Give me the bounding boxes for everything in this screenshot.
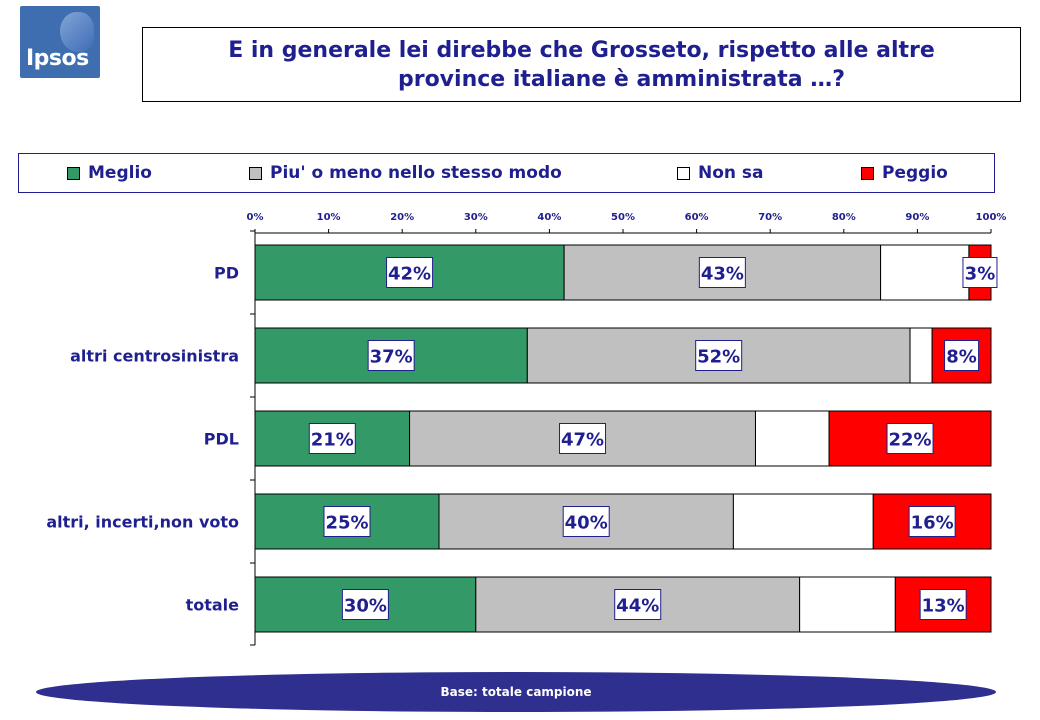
x-tick-label: 50% bbox=[611, 212, 635, 223]
data-label-box bbox=[614, 589, 662, 620]
data-label-box bbox=[886, 423, 934, 454]
x-tick-label: 40% bbox=[537, 212, 561, 223]
base-banner: Base: totale campione bbox=[36, 672, 996, 712]
data-label-box bbox=[944, 340, 980, 371]
data-label-box bbox=[562, 506, 610, 537]
category-label: PD bbox=[214, 264, 239, 283]
data-label-box bbox=[908, 506, 956, 537]
logo-face-icon bbox=[60, 12, 94, 52]
category-label: totale bbox=[186, 596, 240, 615]
page-title: E in generale lei direbbe che Grosseto, … bbox=[228, 36, 935, 94]
data-label: 40% bbox=[565, 513, 608, 534]
data-label: 16% bbox=[911, 513, 954, 534]
data-label: 47% bbox=[561, 430, 604, 451]
data-label-box bbox=[341, 589, 389, 620]
legend-swatch-non-sa bbox=[677, 166, 690, 180]
bar-segment bbox=[909, 327, 933, 384]
x-tick-label: 0% bbox=[247, 212, 264, 223]
legend-item-meglio: Meglio bbox=[67, 154, 152, 192]
x-tick-label: 100% bbox=[976, 212, 1007, 223]
title-line-1: E in generale lei direbbe che Grosseto, … bbox=[228, 37, 935, 63]
category-label: altri centrosinistra bbox=[70, 347, 239, 366]
data-label: 13% bbox=[922, 596, 965, 617]
stacked-bar-chart: 0% 10% 20% 30% 40% 50% 60% 70% 80% 90% 100% PD 42% 43… bbox=[46, 212, 1007, 646]
data-label-box bbox=[695, 340, 743, 371]
title-line-2: province italiane è amministrata …? bbox=[397, 66, 846, 92]
title-box: E in generale lei direbbe che Grosseto, … bbox=[142, 27, 1021, 102]
base-note: Base: totale campione bbox=[440, 685, 592, 699]
data-label-box bbox=[308, 423, 356, 454]
legend-label-peggio: Peggio bbox=[882, 163, 948, 183]
data-label-box bbox=[559, 423, 607, 454]
data-label: 3% bbox=[965, 264, 996, 285]
data-label: 42% bbox=[388, 264, 431, 285]
legend-swatch-stesso bbox=[249, 166, 262, 180]
category-label: altri, incerti,non voto bbox=[46, 513, 239, 532]
legend-swatch-meglio bbox=[67, 166, 80, 180]
x-tick-label: 60% bbox=[685, 212, 709, 223]
data-label: 8% bbox=[946, 347, 977, 368]
data-label: 21% bbox=[311, 430, 354, 451]
data-label-box bbox=[386, 257, 434, 288]
data-label: 37% bbox=[370, 347, 413, 368]
bar-segment bbox=[880, 244, 970, 301]
data-label-box bbox=[698, 257, 746, 288]
bar-segment bbox=[754, 410, 830, 467]
data-label-box bbox=[962, 257, 998, 288]
ipsos-logo: Ipsos bbox=[20, 6, 100, 78]
data-label: 43% bbox=[701, 264, 744, 285]
legend-item-stesso: Piu' o meno nello stesso modo bbox=[249, 154, 562, 192]
data-label: 52% bbox=[697, 347, 740, 368]
x-tick-label: 90% bbox=[905, 212, 929, 223]
data-label: 22% bbox=[888, 430, 931, 451]
x-tick-label: 20% bbox=[390, 212, 414, 223]
logo-text: Ipsos bbox=[26, 46, 89, 71]
legend-item-non-sa: Non sa bbox=[677, 154, 764, 192]
data-label-box bbox=[367, 340, 415, 371]
legend-label-meglio: Meglio bbox=[88, 163, 152, 183]
bar-segment bbox=[732, 493, 874, 550]
chart-legend: Meglio Piu' o meno nello stesso modo Non… bbox=[18, 153, 995, 193]
legend-swatch-peggio bbox=[861, 166, 874, 180]
data-label: 25% bbox=[325, 513, 368, 534]
legend-label-non-sa: Non sa bbox=[698, 163, 764, 183]
x-tick-label: 30% bbox=[464, 212, 488, 223]
x-tick-label: 10% bbox=[317, 212, 341, 223]
data-label: 30% bbox=[344, 596, 387, 617]
x-tick-label: 80% bbox=[832, 212, 856, 223]
bar-segment bbox=[799, 576, 896, 633]
data-label-box bbox=[323, 506, 371, 537]
data-label-box bbox=[919, 589, 967, 620]
legend-label-stesso: Piu' o meno nello stesso modo bbox=[270, 163, 562, 183]
category-label: PDL bbox=[204, 430, 239, 449]
x-tick-label: 70% bbox=[758, 212, 782, 223]
data-label: 44% bbox=[616, 596, 659, 617]
legend-item-peggio: Peggio bbox=[861, 154, 948, 192]
